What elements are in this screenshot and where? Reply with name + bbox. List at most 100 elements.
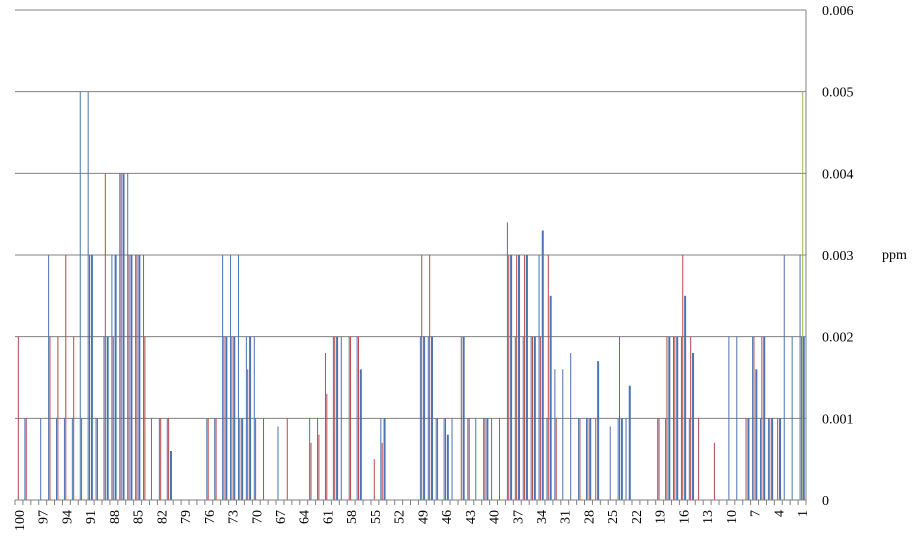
- x-tick-label-58: 58: [345, 510, 360, 524]
- x-tick-label-97: 97: [37, 510, 52, 524]
- bar-s4-88: [114, 255, 117, 500]
- bar-s1-34: [538, 255, 540, 500]
- x-tick-label-13: 13: [701, 510, 716, 524]
- bar-s4-27: [597, 361, 600, 500]
- bar-s1-42: [475, 418, 477, 500]
- bar-s3-1: [802, 91, 804, 501]
- bar-s2-95: [57, 336, 59, 500]
- bar-s1-2: [791, 336, 793, 500]
- bar-s2-100: [17, 336, 19, 500]
- bar-s1-7: [752, 336, 754, 500]
- bar-s4-24: [620, 418, 623, 500]
- x-tick-label-37: 37: [511, 510, 526, 524]
- bar-s2-8: [745, 418, 747, 500]
- bar-s2-72: [239, 418, 241, 500]
- bar-s1-18: [665, 418, 667, 500]
- bar-s4-44: [462, 336, 465, 500]
- x-tick-label-61: 61: [321, 510, 336, 524]
- bar-s1-70: [253, 336, 255, 500]
- bar-s1-57: [356, 336, 358, 500]
- bar-s2-86: [128, 255, 130, 500]
- bar-s4-33: [549, 295, 552, 500]
- x-tick-label-67: 67: [274, 510, 289, 524]
- y-axis-tick-labels: 0 0.001 0.002 0.003 0.004 0.005 0.006: [822, 4, 854, 509]
- bar-s2-7: [753, 336, 755, 500]
- x-tick-label-70: 70: [250, 510, 265, 524]
- bar-s1-89: [103, 336, 105, 500]
- x-axis-tick-labels: 100 97 94 91 88 85 82 79 76 73 70 67 64 61 58 55 52 49 46 4…: [13, 510, 811, 531]
- bar-s2-18: [666, 336, 668, 500]
- bar-s1-40: [491, 418, 493, 500]
- bar-s2-73: [231, 336, 233, 500]
- bar-s1-10: [728, 336, 730, 500]
- bar-s4-28: [589, 418, 592, 500]
- bar-s2-49: [421, 255, 423, 500]
- x-tick-label-25: 25: [606, 510, 621, 524]
- bar-s1-39: [498, 418, 500, 500]
- bar-s1-23: [625, 418, 627, 500]
- bar-s1-91: [87, 91, 89, 501]
- bar-s1-96: [48, 255, 50, 500]
- x-tick-label-94: 94: [60, 510, 75, 524]
- bar-s1-72: [237, 255, 239, 500]
- bar-s2-32: [555, 418, 557, 500]
- bar-s2-12: [713, 442, 715, 500]
- bar-s1-95: [56, 418, 58, 500]
- axis-lines: [14, 10, 807, 505]
- bar-s4-41: [486, 418, 489, 500]
- bar-s4-73: [233, 336, 236, 500]
- bar-s1-16: [680, 336, 682, 500]
- bar-s1-9: [736, 336, 738, 500]
- bar-s2-71: [247, 369, 249, 500]
- bar-s1-67: [277, 426, 279, 500]
- bar-s4-6: [763, 336, 766, 500]
- bar-s2-96: [49, 336, 51, 500]
- bar-s2-24: [618, 336, 620, 500]
- bar-s1-35: [530, 336, 532, 500]
- bar-s1-6: [760, 418, 762, 500]
- bar-s1-97: [40, 418, 42, 500]
- bar-s4-54: [383, 418, 386, 500]
- bar-s1-47: [435, 418, 437, 500]
- bar-s1-84: [143, 255, 145, 500]
- bar-s1-59: [340, 336, 342, 500]
- bar-s2-87: [120, 173, 122, 501]
- bar-s4-60: [336, 336, 339, 500]
- bar-s2-66: [286, 418, 288, 500]
- bar-s1-43: [467, 418, 469, 500]
- bar-s2-75: [215, 418, 217, 500]
- x-tick-label-49: 49: [416, 510, 431, 524]
- y-tick-label-6: 0.006: [822, 4, 854, 19]
- y-tick-label-0: 0: [822, 494, 829, 509]
- bar-s1-54: [380, 418, 382, 500]
- bar-s2-85: [136, 255, 138, 500]
- bar-s1-75: [214, 418, 216, 500]
- bar-s2-33: [547, 255, 549, 500]
- bar-s1-46: [443, 418, 445, 500]
- bar-s2-99: [25, 418, 27, 500]
- x-tick-label-1: 1: [796, 510, 811, 517]
- x-tick-label-55: 55: [369, 510, 384, 524]
- bar-s2-62: [318, 434, 320, 500]
- bar-s4-72: [241, 418, 244, 500]
- bar-s2-34: [539, 336, 541, 500]
- x-tick-label-85: 85: [132, 510, 147, 524]
- bar-s1-32: [554, 369, 556, 500]
- bar-s2-16: [682, 255, 684, 500]
- bar-s1-71: [245, 336, 247, 500]
- bar-s1-29: [578, 418, 580, 500]
- y-tick-label-4: 0.004: [822, 167, 854, 182]
- bar-s2-54: [381, 442, 383, 500]
- bar-s1-82: [158, 418, 160, 500]
- bar-s1-76: [206, 418, 208, 500]
- bar-s2-19: [658, 418, 660, 500]
- bar-s1-87: [119, 173, 121, 501]
- bar-s2-89: [104, 173, 106, 501]
- bar-s1-86: [127, 173, 129, 501]
- bar-s4-18: [668, 336, 671, 500]
- bar-s1-83: [150, 418, 152, 500]
- bar-s1-37: [514, 336, 516, 500]
- bar-s2-76: [207, 418, 209, 500]
- bar-s1-30: [570, 353, 572, 500]
